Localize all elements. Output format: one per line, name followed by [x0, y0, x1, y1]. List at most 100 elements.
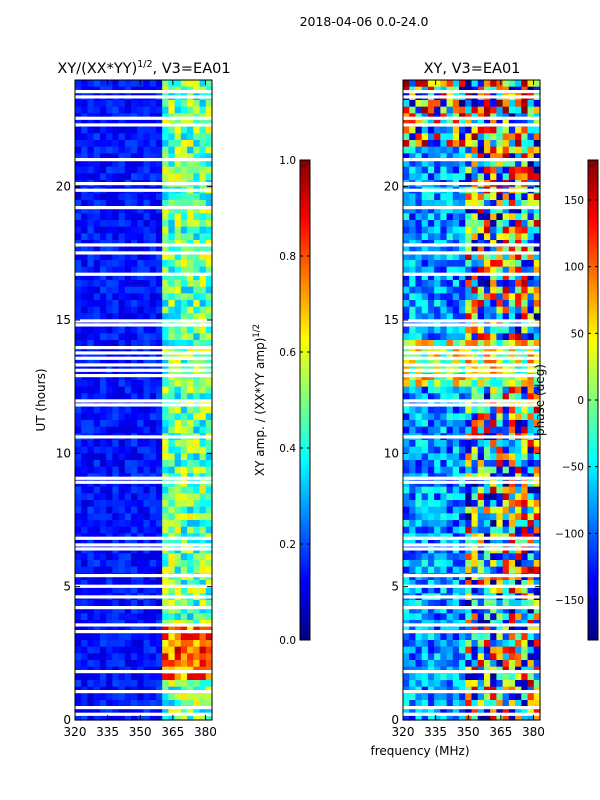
heatmap-cell	[490, 280, 498, 288]
heatmap-cell	[452, 713, 460, 721]
heatmap-cell	[87, 126, 95, 134]
heatmap-cell	[409, 106, 417, 114]
heatmap-cell	[99, 286, 107, 294]
heatmap-cell	[205, 706, 213, 714]
heatmap-cell	[421, 500, 429, 508]
heatmap-cell	[427, 246, 435, 254]
heatmap-cell	[81, 700, 89, 708]
heatmap-cell	[477, 346, 485, 354]
heatmap-cell	[477, 453, 485, 461]
heatmap-cell	[465, 460, 473, 468]
heatmap-cell	[409, 440, 417, 448]
data-gap	[75, 690, 212, 694]
heatmap-cell	[118, 286, 126, 294]
heatmap-cell	[446, 653, 454, 661]
heatmap-cell	[168, 160, 176, 168]
heatmap-cell	[205, 566, 213, 574]
heatmap-cell	[446, 613, 454, 621]
heatmap-cell	[93, 146, 101, 154]
heatmap-cell	[155, 340, 163, 348]
heatmap-cell	[521, 680, 529, 688]
heatmap-cell	[533, 580, 541, 588]
heatmap-cell	[403, 193, 410, 201]
heatmap-cell	[155, 566, 163, 574]
heatmap-cell	[403, 493, 410, 501]
heatmap-cell	[193, 200, 201, 208]
data-gap	[403, 346, 540, 350]
heatmap-cell	[106, 466, 113, 474]
heatmap-cell	[99, 173, 107, 181]
heatmap-cell	[502, 386, 510, 394]
heatmap-cell	[508, 706, 516, 714]
heatmap-cell	[174, 653, 182, 661]
heatmap-cell	[118, 340, 126, 348]
heatmap-cell	[409, 560, 417, 568]
heatmap-cell	[199, 413, 207, 421]
heatmap-cell	[446, 646, 454, 654]
heatmap-cell	[137, 553, 145, 561]
heatmap-cell	[87, 680, 95, 688]
heatmap-cell	[131, 446, 138, 454]
heatmap-cell	[155, 100, 163, 108]
heatmap-cell	[452, 220, 460, 228]
heatmap-cell	[502, 393, 510, 401]
heatmap-cell	[137, 206, 145, 214]
heatmap-cell	[168, 713, 176, 721]
heatmap-cell	[155, 660, 163, 668]
heatmap-cell	[180, 253, 188, 261]
heatmap-cell	[106, 193, 113, 201]
heatmap-cell	[502, 286, 510, 294]
heatmap-cell	[459, 220, 466, 228]
heatmap-cell	[155, 420, 163, 428]
heatmap-cell	[149, 106, 157, 114]
heatmap-cell	[112, 613, 120, 621]
data-gap	[403, 536, 540, 540]
heatmap-cell	[112, 653, 120, 661]
heatmap-cell	[124, 206, 132, 214]
heatmap-cell	[452, 300, 460, 308]
heatmap-cell	[490, 520, 498, 528]
heatmap-cell	[490, 613, 498, 621]
heatmap-cell	[93, 713, 101, 721]
heatmap-cell	[415, 280, 423, 288]
heatmap-cell	[403, 693, 410, 701]
heatmap-cell	[193, 153, 201, 161]
heatmap-cell	[427, 140, 435, 148]
heatmap-cell	[533, 306, 541, 314]
heatmap-cell	[75, 153, 82, 161]
heatmap-cell	[106, 300, 113, 308]
heatmap-cell	[155, 580, 163, 588]
heatmap-cell	[496, 613, 504, 621]
heatmap-cell	[496, 640, 504, 648]
heatmap-cell	[162, 493, 170, 501]
heatmap-cell	[427, 700, 435, 708]
heatmap-cell	[440, 680, 448, 688]
heatmap-cell	[112, 266, 120, 274]
heatmap-cell	[483, 266, 491, 274]
heatmap-cell	[533, 386, 541, 394]
heatmap-cell	[118, 693, 126, 701]
heatmap-cell	[99, 413, 107, 421]
heatmap-cell	[403, 266, 410, 274]
heatmap-cell	[174, 220, 182, 228]
heatmap-cell	[75, 393, 82, 401]
heatmap-cell	[106, 233, 113, 241]
heatmap-cell	[106, 293, 113, 301]
heatmap-cell	[131, 273, 138, 281]
heatmap-cell	[81, 560, 89, 568]
heatmap-cell	[427, 580, 435, 588]
heatmap-cell	[496, 646, 504, 654]
heatmap-cell	[415, 160, 423, 168]
heatmap-cell	[452, 273, 460, 281]
heatmap-cell	[131, 80, 138, 88]
heatmap-cell	[409, 213, 417, 221]
heatmap-cell	[112, 486, 120, 494]
heatmap-cell	[187, 413, 194, 421]
x-tick-label: 320	[392, 725, 415, 739]
heatmap-cell	[124, 200, 132, 208]
heatmap-cell	[403, 613, 410, 621]
heatmap-cell	[174, 520, 182, 528]
heatmap-cell	[502, 326, 510, 334]
heatmap-cell	[75, 273, 82, 281]
